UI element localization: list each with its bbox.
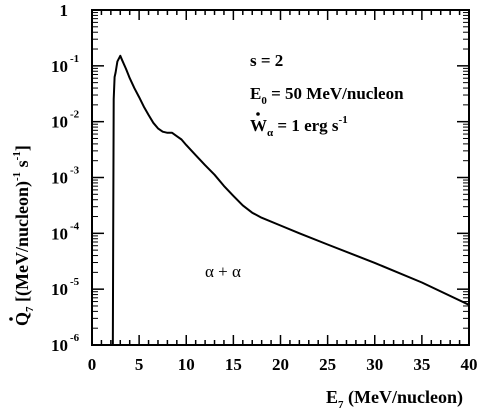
annotation-w-dot [256,112,260,116]
x-tick-label: 10 [178,355,195,374]
x-tick-label: 15 [225,355,242,374]
y-tick-exponent: -3 [70,165,80,177]
y-tick-label: 10 [51,57,68,76]
y-tick-exponent: -5 [70,276,80,288]
x-tick-label: 25 [319,355,336,374]
y-axis-label: Q7 [(MeV/nucleon)-1 s-1] [9,145,36,326]
y-tick-label: 10 [51,336,68,355]
y-tick-exponent: -2 [70,109,80,121]
x-axis-label: E7 (MeV/nucleon) [326,387,463,411]
x-tick-label: 40 [461,355,478,374]
series-layer [111,54,469,345]
x-tick-label: 5 [135,355,144,374]
plot-frame [91,9,470,346]
x-tick-label: 35 [413,355,430,374]
y-tick-exponent: -1 [70,53,79,65]
x-tick-labels: 0 5 10 15 20 25 30 35 40 [88,355,478,374]
y-tick-label: 1 [60,1,69,20]
y-label-dot [9,317,13,321]
y-tick-label: 10 [51,169,68,188]
annotation-e0: E0 = 50 MeV/nucleon [250,84,404,107]
y-tick-label: 10 [51,280,68,299]
series-line [111,54,469,345]
x-tick-label: 30 [366,355,383,374]
y-tick-label: 10 [51,113,68,132]
x-tick-label: 0 [88,355,97,374]
annotation-w: Wα = 1 erg s-1 [250,114,348,139]
y-tick-exponent: -4 [70,220,80,232]
y-tick-label: 10 [51,224,68,243]
svg-text:Q7 [(MeV/nucleon)-1 s-1]: Q7 [(MeV/nucleon)-1 s-1] [11,145,36,326]
annotation-s: s = 2 [250,51,283,70]
y-tick-labels: 110-110-210-310-410-510-6 [51,1,80,355]
y-tick-exponent: -6 [70,332,80,344]
annotation-reaction: α + α [205,262,241,281]
x-tick-label: 20 [272,355,289,374]
